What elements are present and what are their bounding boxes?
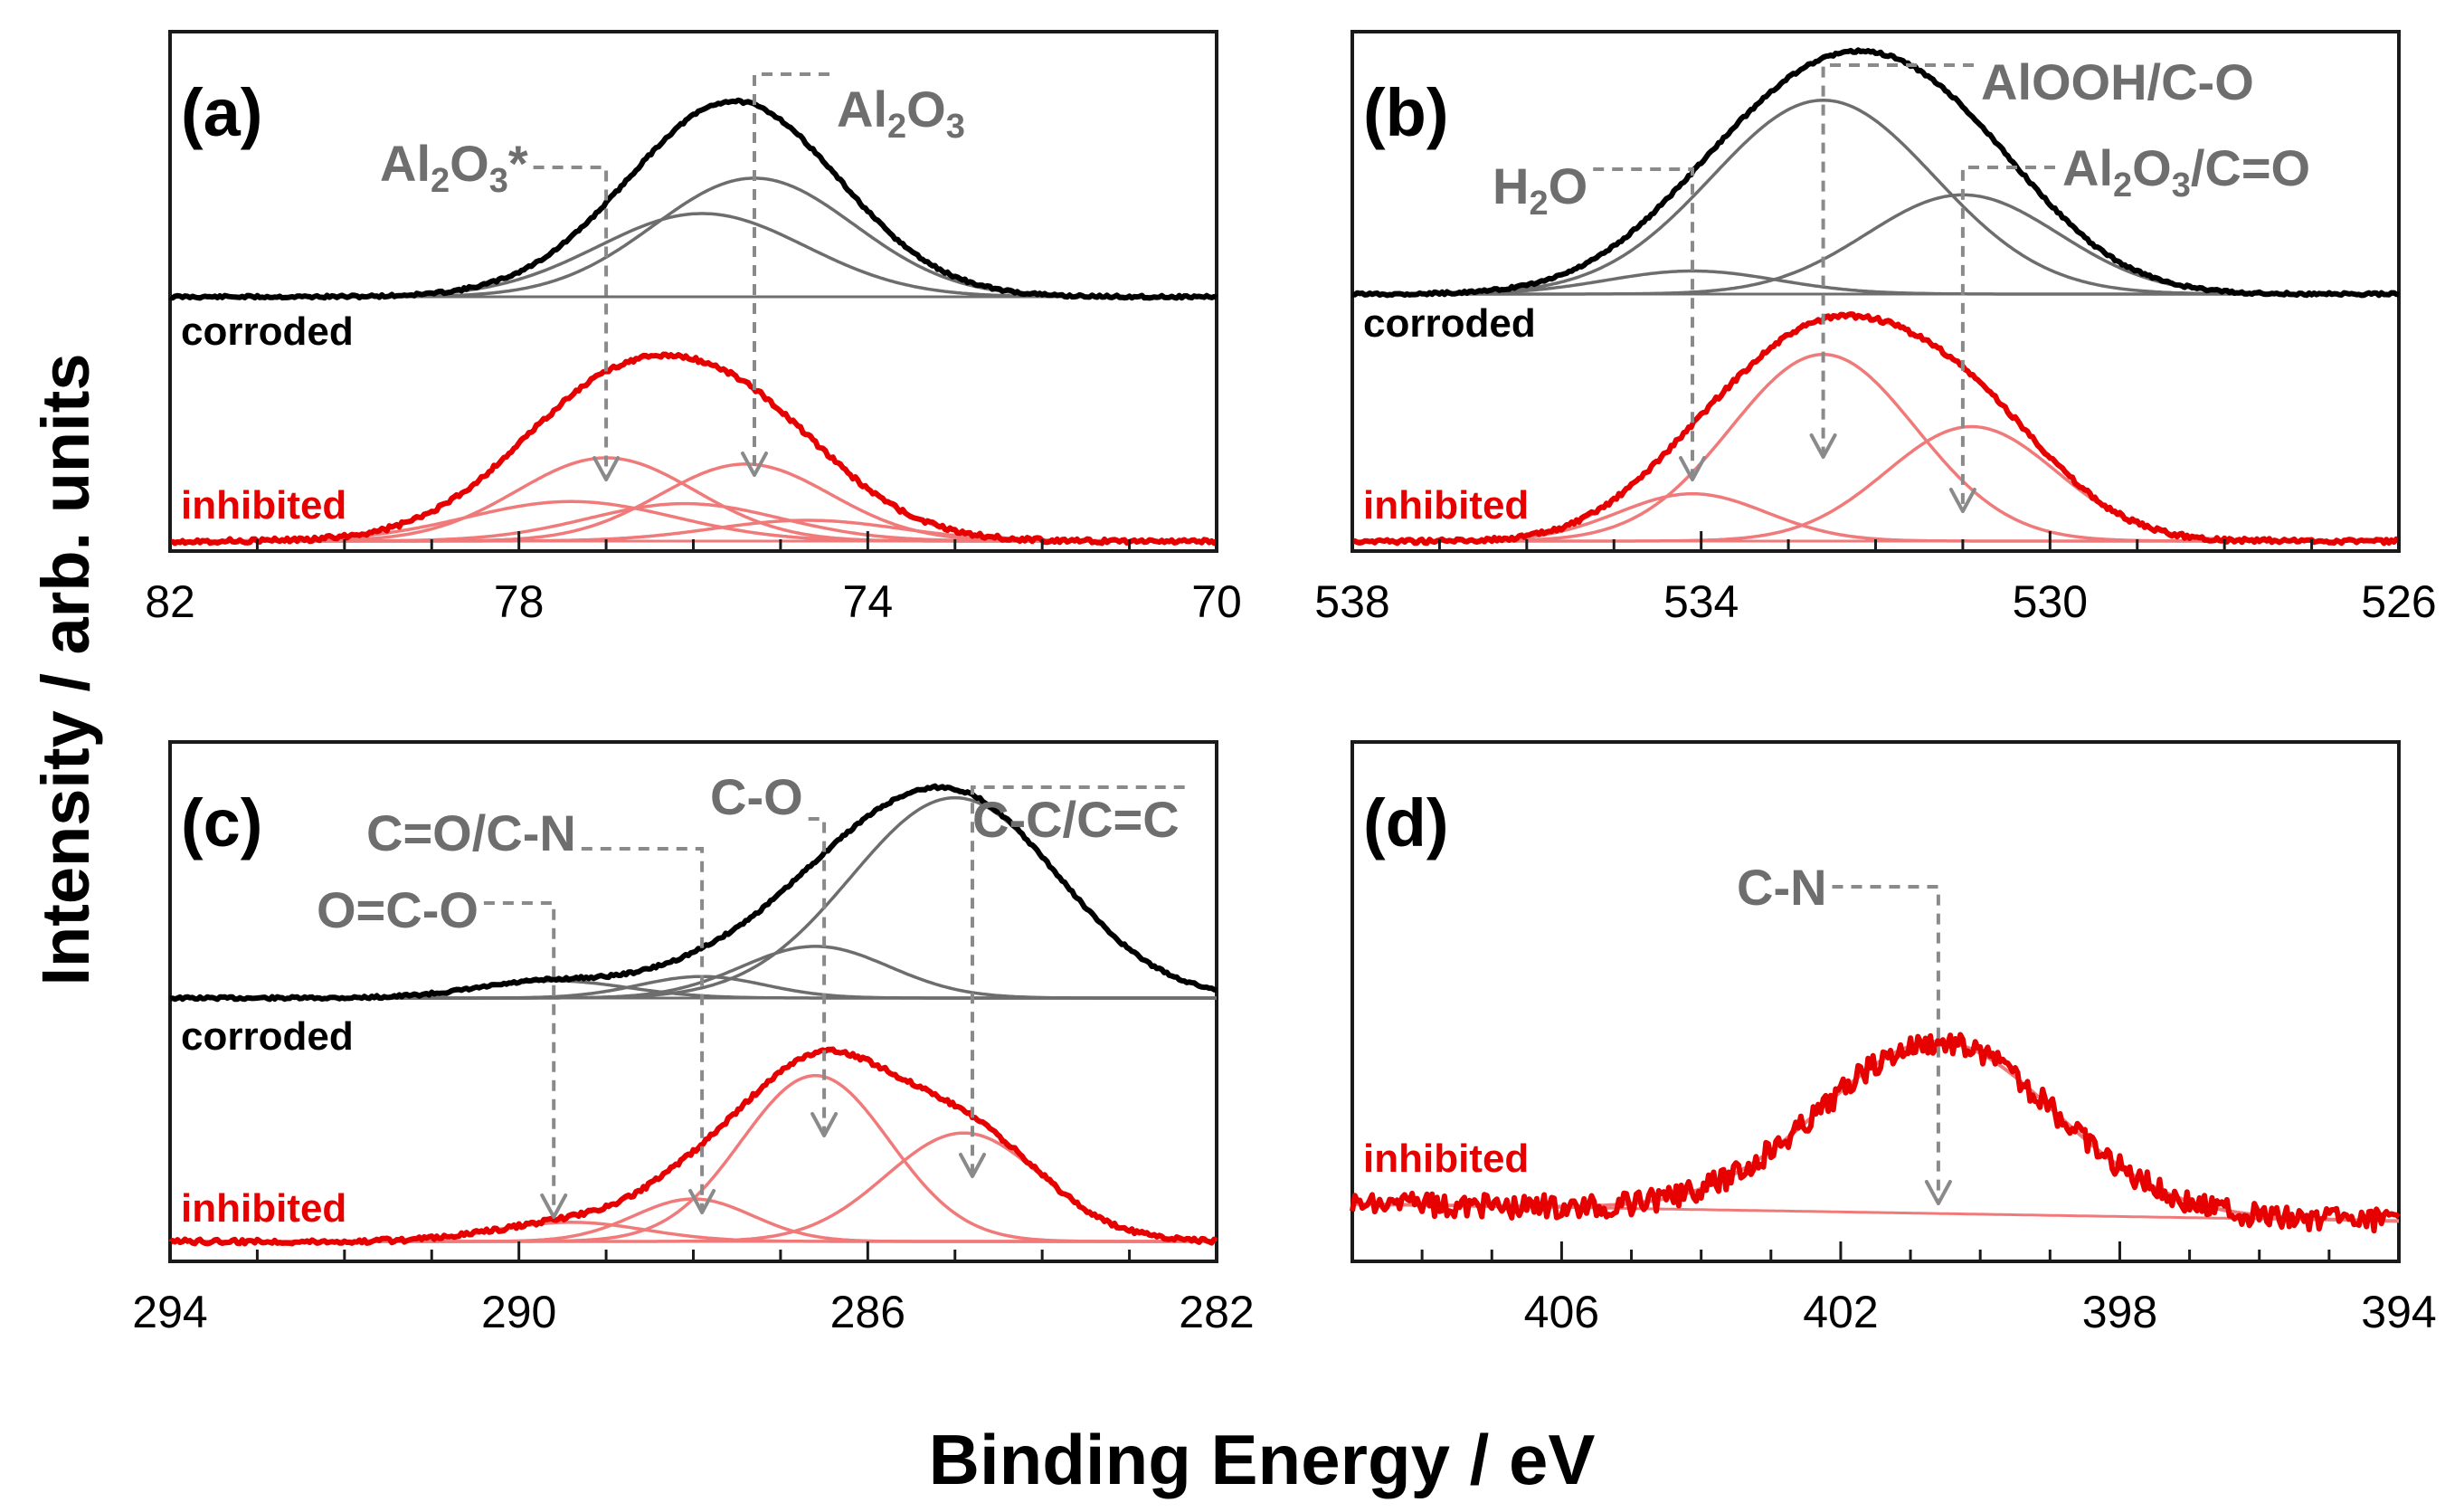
panel-c-corroded-label: corroded (181, 1014, 354, 1059)
panel-a: Al2O3* Al2O3 82 78 74 70 (a) corroded inhibi… (145, 30, 1242, 627)
panel-c-annotation-3: C-O (710, 768, 803, 825)
panel-b-curves (1350, 47, 2401, 547)
panel-a-corroded-component-2 (170, 176, 1217, 299)
panel-a-annotation-1: Al2O3* (380, 135, 528, 200)
panel-b-annotation-arrow-2 (1809, 433, 1837, 459)
panel-d-curves (1350, 1032, 2401, 1234)
panel-b-annotation-1: H2O (1493, 157, 1587, 223)
panel-c-annotation-leader-3 (808, 817, 827, 1136)
panel-a-ticks: 82 78 74 70 (145, 531, 1242, 627)
panel-c-annotations: O=C-O C=O/C-N C-O C-C/C=C (317, 768, 1185, 1219)
panel-b-annotation-leader-2 (1821, 63, 1974, 457)
x-tick-label: 78 (494, 576, 545, 627)
panel-a-annotation-arrow-1 (592, 456, 621, 481)
panel-b-label: (b) (1363, 75, 1449, 150)
panel-c-annotation-1: O=C-O (317, 881, 479, 938)
panel-a-annotation-arrow-2 (741, 452, 768, 477)
x-tick-label: 294 (132, 1287, 207, 1337)
panel-b-annotation-2: AlOOH/C-O (1981, 53, 2254, 110)
panel-a-frame (168, 30, 1218, 553)
panel-d-inhibited-measured-envelope (1350, 1032, 2401, 1234)
panel-c-corroded-measured-envelope (169, 783, 1218, 1003)
panel-b-corroded-label: corroded (1363, 301, 1536, 346)
panel-c-label: (c) (181, 785, 262, 861)
x-tick-label: 74 (843, 576, 894, 627)
panel-a-label: (a) (181, 75, 262, 150)
panel-a-corroded-component-1 (170, 212, 1217, 299)
panel-b-corroded-component-2 (1352, 99, 2399, 296)
panel-a-corroded-measured-envelope (169, 97, 1218, 301)
panel-c-annotation-leader-4 (971, 785, 1185, 1176)
panel-c-annotation-arrow-4 (959, 1153, 986, 1178)
panel-d-annotation-arrow-1 (1924, 1180, 1952, 1205)
panel-c-annotation-2: C=O/C-N (366, 804, 576, 861)
x-tick-label: 282 (1179, 1287, 1254, 1337)
x-tick-label: 402 (1803, 1287, 1878, 1337)
panel-b: H2O AlOOH/C-O Al2O3/C=O 538 534 530 526 (b) c… (1314, 30, 2437, 627)
x-tick-label: 538 (1314, 576, 1389, 627)
panel-a-corroded-label: corroded (181, 309, 354, 354)
panel-d-ticks: 406 402 398 394 (1350, 1241, 2437, 1337)
panel-b-annotation-3: Al2O3/C=O (2062, 139, 2310, 204)
panel-a-annotation-2: Al2O3 (837, 81, 965, 146)
x-tick-label: 398 (2082, 1287, 2157, 1337)
panel-d-frame (1350, 740, 2401, 1263)
y-axis-label: Intensity / arb. units (28, 354, 103, 986)
x-tick-label: 530 (2013, 576, 2088, 627)
panel-a-inhibited-label: inhibited (181, 483, 346, 528)
panel-b-annotation-leader-1 (1593, 167, 1694, 480)
panel-c-annotation-leader-1 (483, 901, 556, 1217)
panel-d-annotation-1: C-N (1737, 859, 1827, 916)
panel-b-inhibited-label: inhibited (1363, 483, 1529, 528)
panel-c: O=C-OC=O/C-NC-O C-C/C=C 294 290 286 282 (c) … (132, 740, 1255, 1337)
x-tick-label: 70 (1191, 576, 1242, 627)
x-tick-label: 526 (2361, 576, 2436, 627)
x-tick-label: 406 (1524, 1287, 1599, 1337)
panel-d: C-N 406 402 398 394 (d) inhibited (1350, 740, 2437, 1337)
panel-b-ticks: 538 534 530 526 (1314, 531, 2437, 627)
x-tick-label: 534 (1663, 576, 1739, 627)
panel-c-inhibited-measured-envelope (168, 1046, 1218, 1247)
panel-b-annotation-arrow-1 (1679, 456, 1706, 481)
x-tick-label: 290 (481, 1287, 556, 1337)
panel-c-annotation-arrow-3 (810, 1112, 839, 1137)
panel-c-annotation-leader-2 (581, 847, 705, 1212)
x-tick-label: 286 (830, 1287, 905, 1337)
panel-c-annotation-arrow-1 (540, 1193, 568, 1219)
panel-b-annotations: H2O AlOOH/C-O Al2O3/C=O (1493, 53, 2310, 513)
x-axis-label: Binding Energy / eV (929, 1420, 1596, 1499)
panel-d-label: (d) (1363, 785, 1449, 861)
panel-c-annotation-4: C-C/C=C (972, 791, 1180, 848)
panel-a-annotations: Al2O3* Al2O3 (380, 72, 965, 481)
panel-c-inhibited-label: inhibited (181, 1186, 346, 1231)
panel-b-inhibited-measured-envelope (1350, 311, 2401, 547)
panel-b-annotation-arrow-3 (1948, 488, 1976, 513)
x-tick-label: 82 (145, 576, 195, 627)
x-tick-label: 394 (2361, 1287, 2436, 1337)
panel-d-annotations: C-N (1737, 859, 1952, 1205)
panel-a-annotation-leader-1 (533, 166, 609, 480)
panel-b-corroded-measured-envelope (1351, 47, 2400, 299)
panel-d-inhibited-label: inhibited (1363, 1136, 1529, 1181)
panel-c-ticks: 294 290 286 282 (132, 1241, 1255, 1337)
panel-a-annotation-leader-2 (753, 72, 829, 475)
panel-c-annotation-arrow-2 (688, 1189, 716, 1214)
